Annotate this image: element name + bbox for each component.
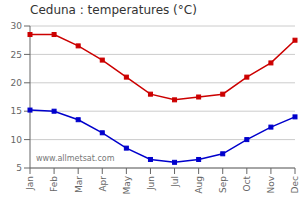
svg-text:Apr: Apr xyxy=(98,176,108,192)
svg-text:5: 5 xyxy=(16,163,22,173)
svg-text:15: 15 xyxy=(11,106,22,116)
svg-text:30: 30 xyxy=(11,21,23,31)
svg-text:10: 10 xyxy=(11,135,23,145)
svg-text:Jun: Jun xyxy=(146,176,156,191)
svg-text:Jan: Jan xyxy=(25,176,35,191)
svg-text:Oct: Oct xyxy=(242,176,252,192)
svg-text:20: 20 xyxy=(11,78,23,88)
svg-text:Aug: Aug xyxy=(194,176,204,194)
html-text:Ceduna : temperatures (°C): Ceduna : temperatures (°C) xyxy=(30,3,197,17)
svg-text:Mar: Mar xyxy=(74,176,84,193)
html-text:www.allmetsat.com: www.allmetsat.com xyxy=(36,154,115,163)
svg-text:Dec: Dec xyxy=(290,176,297,193)
svg-text:Feb: Feb xyxy=(49,176,59,192)
svg-text:Nov: Nov xyxy=(266,175,276,193)
svg-text:Jul: Jul xyxy=(170,176,180,188)
svg-text:Sep: Sep xyxy=(218,176,228,193)
svg-text:May: May xyxy=(122,175,132,194)
svg-text:25: 25 xyxy=(11,50,22,60)
